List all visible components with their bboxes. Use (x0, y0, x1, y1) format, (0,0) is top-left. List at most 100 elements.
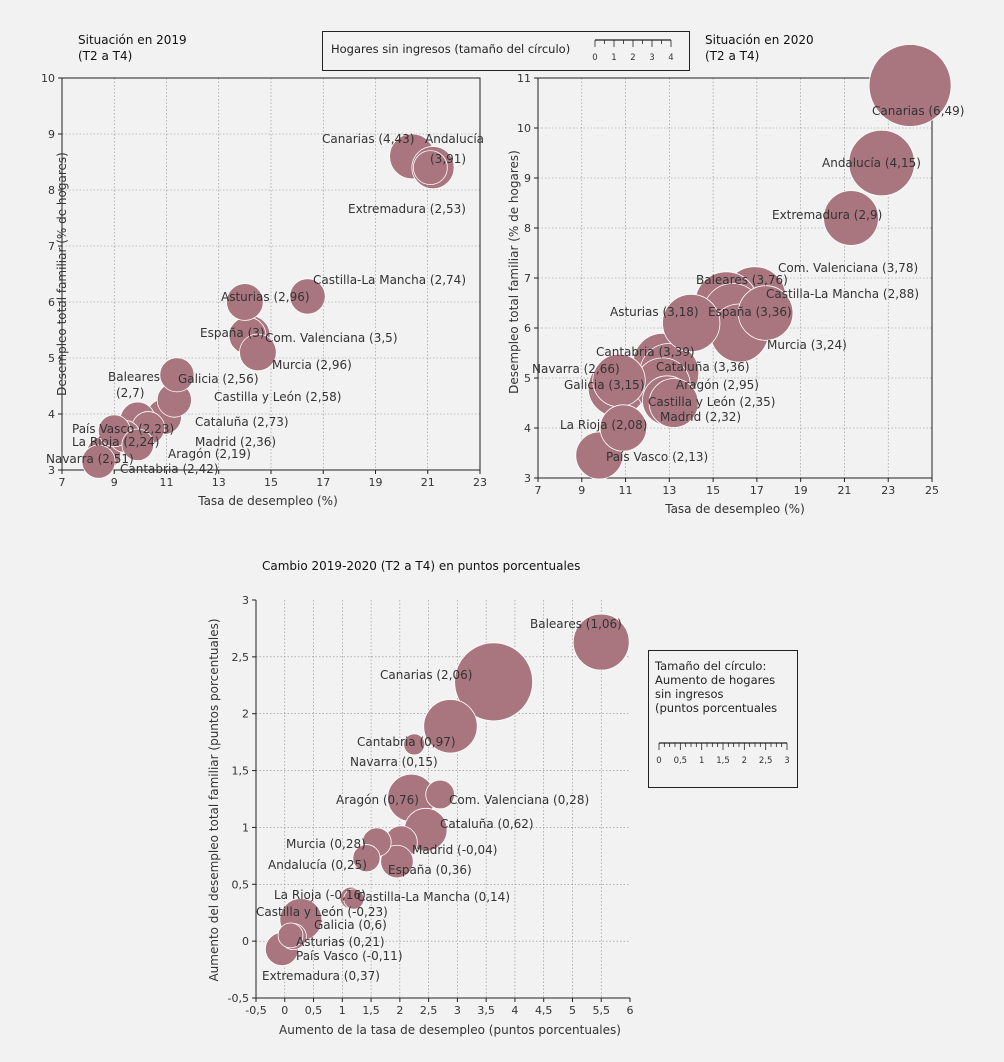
label-extremadura-2-53: Extremadura (2,53) (348, 202, 466, 216)
scale-tick-label: 0 (592, 53, 597, 63)
label-castilla-la-mancha-0-14: Castilla-La Mancha (0,14) (357, 890, 510, 904)
y-tick-label: 2,5 (232, 651, 250, 664)
label-com-valenciana-3-5: Com. Valenciana (3,5) (265, 331, 398, 345)
x-axis-label: Aumento de la tasa de desempleo (puntos … (279, 1023, 621, 1037)
y-tick-label: 10 (41, 72, 55, 85)
bubble-cantabria-0-97 (423, 699, 478, 754)
x-tick-label: 3,5 (477, 1004, 495, 1017)
label-madrid-0-04: Madrid (-0,04) (412, 843, 497, 857)
x-tick-label: 2,5 (420, 1004, 438, 1017)
bubble-asturias-3-18 (662, 293, 721, 353)
bubble-com-valenciana-0-28 (425, 779, 455, 810)
label-espana-0-36: España (0,36) (388, 863, 472, 877)
y-tick-label: -0,5 (228, 992, 249, 1005)
label-murcia-0-28: Murcia (0,28) (286, 837, 366, 851)
label-galicia-3-15: Galicia (3,15) (564, 378, 645, 392)
label-galicia-0-6: Galicia (0,6) (314, 918, 387, 932)
y-tick-label: 9 (48, 128, 55, 141)
label-baleares: Baleares (108, 370, 160, 384)
label-cantabria-3-39: Cantabria (3,39) (596, 345, 695, 359)
bubble-aragon-2-19 (121, 428, 154, 462)
label-murcia-3-24: Murcia (3,24) (767, 338, 847, 352)
label-aragon-2-95: Aragón (2,95) (676, 378, 759, 392)
y-tick-label: 11 (517, 72, 531, 85)
x-tick-label: 9 (111, 476, 118, 489)
label-asturias-2-96: Asturias (2,96) (221, 290, 310, 304)
legend-bottom-scale: 0 0,5 1 1,5 2 2,5 3 (656, 742, 790, 766)
bubble-size-legend-bottom: Tamaño del círculo: Aumento de hogares s… (648, 650, 798, 788)
y-axis-label: Desempleo total familiar (% de hogares) (507, 150, 521, 394)
label-la-rioja-0-16: La Rioja (-0,16) (274, 888, 366, 902)
x-tick-label: 15 (264, 476, 278, 489)
x-tick-label: 19 (369, 476, 383, 489)
y-tick-label: 0,5 (232, 878, 250, 891)
legend-bottom-line-1: Tamaño del círculo: (655, 659, 767, 673)
label-la-rioja-2-08: La Rioja (2,08) (560, 418, 647, 432)
chart-title: Cambio 2019-2020 (T2 a T4) en puntos por… (262, 559, 580, 573)
label-espana-3-36: España (3,36) (708, 305, 792, 319)
y-tick-label: 10 (517, 122, 531, 135)
label-galicia-2-56: Galicia (2,56) (178, 372, 259, 386)
y-tick-label: 9 (524, 172, 531, 185)
label-castilla-y-leon-0-23: Castilla y León (-0,23) (256, 905, 388, 919)
y-tick-label: 0 (242, 935, 249, 948)
label-madrid-2-32: Madrid (2,32) (660, 410, 741, 424)
scale-tick-label: 1 (699, 756, 704, 766)
label-madrid-2-36: Madrid (2,36) (195, 435, 276, 449)
bubble-cantabria-2-42 (81, 444, 116, 479)
label-pais-vasco-0-11: País Vasco (-0,11) (296, 949, 403, 963)
chart-change: -0,5 0 0,5 1 1,5 2 2,5 3 3,5 4 4,5 5 5,5 6 -0,5 0 0,5 1 1,… (207, 559, 634, 1037)
label-castilla-la-mancha-2-88: Castilla-La Mancha (2,88) (766, 287, 919, 301)
y-tick-label: 8 (524, 222, 531, 235)
y-tick-label: 3 (524, 472, 531, 485)
scale-tick-label: 3 (784, 756, 789, 766)
y-tick-label: 3 (242, 594, 249, 607)
bubble-castilla-la-mancha-2-88 (737, 285, 794, 341)
label-baleares-1-06: Baleares (1,06) (530, 617, 622, 631)
bubble-madrid-2-32 (648, 378, 699, 428)
scale-tick-label: 1 (611, 53, 616, 63)
scale-tick-label: 1,5 (716, 756, 730, 766)
scale-tick-label: 0,5 (674, 756, 688, 766)
scale-tick-label: 2 (630, 53, 635, 63)
bubble-canarias-6-49 (868, 44, 952, 127)
label-castilla-y-leon-2-58: Castilla y León (2,58) (214, 390, 341, 404)
bubble-murcia-2-96 (239, 333, 277, 372)
bubble-canarias-2-06 (454, 642, 534, 722)
x-tick-label: 17 (316, 476, 330, 489)
label-cantabria-0-97: Cantabria (0,97) (357, 735, 456, 749)
y-tick-label: 5 (48, 352, 55, 365)
x-tick-label: 4 (511, 1004, 518, 1017)
y-tick-label: 6 (48, 296, 55, 309)
legend-bottom-line-4: (puntos porcentuales (655, 701, 778, 715)
label-espana-3: España (3) (200, 326, 265, 340)
label-canarias-2-06: Canarias (2,06) (380, 668, 472, 682)
label-com-valenciana-3-78: Com. Valenciana (3,78) (778, 261, 918, 275)
chart-subtitle: (T2 a T4) (78, 49, 132, 63)
x-tick-label: 17 (750, 484, 764, 497)
y-axis-label: Desempleo total familiar (% de hogares) (55, 152, 69, 396)
bubble-navarra-0-15 (403, 733, 426, 756)
label-aragon-0-76: Aragón (0,76) (336, 793, 419, 807)
x-tick-label: 5,5 (592, 1004, 610, 1017)
label-asturias-3-18: Asturias (3,18) (610, 305, 699, 319)
y-tick-label: 1,5 (232, 765, 250, 778)
label-andalucia: Andalucía (425, 132, 484, 146)
x-tick-label: 0,5 (305, 1004, 323, 1017)
x-tick-label: 11 (619, 484, 633, 497)
y-tick-label: 1 (242, 821, 249, 834)
legend-top-scale: 0 1 2 3 4 (592, 39, 674, 63)
x-tick-label: 21 (421, 476, 435, 489)
x-tick-label: 3 (454, 1004, 461, 1017)
bubble-castilla-la-mancha-0-14 (343, 888, 365, 910)
label-cataluna-3-36: Cataluña (3,36) (656, 360, 750, 374)
label-pais-vasco-2-13: País Vasco (2,13) (606, 450, 708, 464)
chart-subtitle: (T2 a T4) (705, 49, 759, 63)
bubble-andalucia-4-15 (848, 129, 915, 197)
x-tick-label: 19 (794, 484, 808, 497)
label-la-rioja-2-24: La Rioja (2,24) (72, 435, 159, 449)
bubble-galicia-2-56 (159, 357, 195, 393)
x-tick-label: 6 (627, 1004, 634, 1017)
x-tick-label: 1,5 (362, 1004, 380, 1017)
